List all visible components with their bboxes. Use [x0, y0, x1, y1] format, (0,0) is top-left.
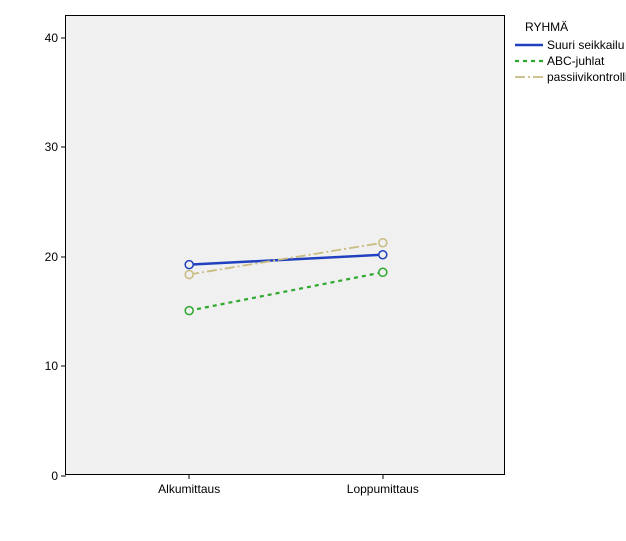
legend-swatch [515, 54, 543, 68]
series-line [189, 255, 383, 265]
legend-label: ABC-juhlat [547, 54, 604, 68]
y-tick-mark [61, 37, 66, 38]
legend-item: passiivikontrolli [515, 70, 626, 84]
y-tick-mark [61, 476, 66, 477]
legend-item: Suuri seikkailu [515, 38, 626, 52]
y-tick-mark [61, 147, 66, 148]
x-tick-mark [382, 474, 383, 479]
chart-container: Koko Lukukäsitetestistä saadut pisteet 0… [0, 0, 626, 541]
series-marker [379, 251, 387, 259]
x-tick-mark [189, 474, 190, 479]
series-marker [185, 307, 193, 315]
legend-label: passiivikontrolli [547, 70, 626, 84]
plot-area: 010203040AlkumittausLoppumittaus [65, 15, 505, 475]
chart-lines [66, 16, 504, 474]
series-marker [379, 239, 387, 247]
series-line [189, 272, 383, 310]
y-tick-mark [61, 366, 66, 367]
legend-title: RYHMÄ [515, 20, 626, 34]
legend-item: ABC-juhlat [515, 54, 626, 68]
legend: RYHMÄ Suuri seikkailu ABC-juhlat passiivik… [515, 20, 626, 86]
legend-items: Suuri seikkailu ABC-juhlat passiivikontrol… [515, 38, 626, 84]
legend-swatch [515, 70, 543, 84]
legend-label: Suuri seikkailu [547, 38, 624, 52]
series-line [189, 243, 383, 275]
series-marker [185, 261, 193, 269]
series-marker [185, 270, 193, 278]
legend-swatch [515, 38, 543, 52]
y-tick-mark [61, 256, 66, 257]
series-marker [379, 268, 387, 276]
